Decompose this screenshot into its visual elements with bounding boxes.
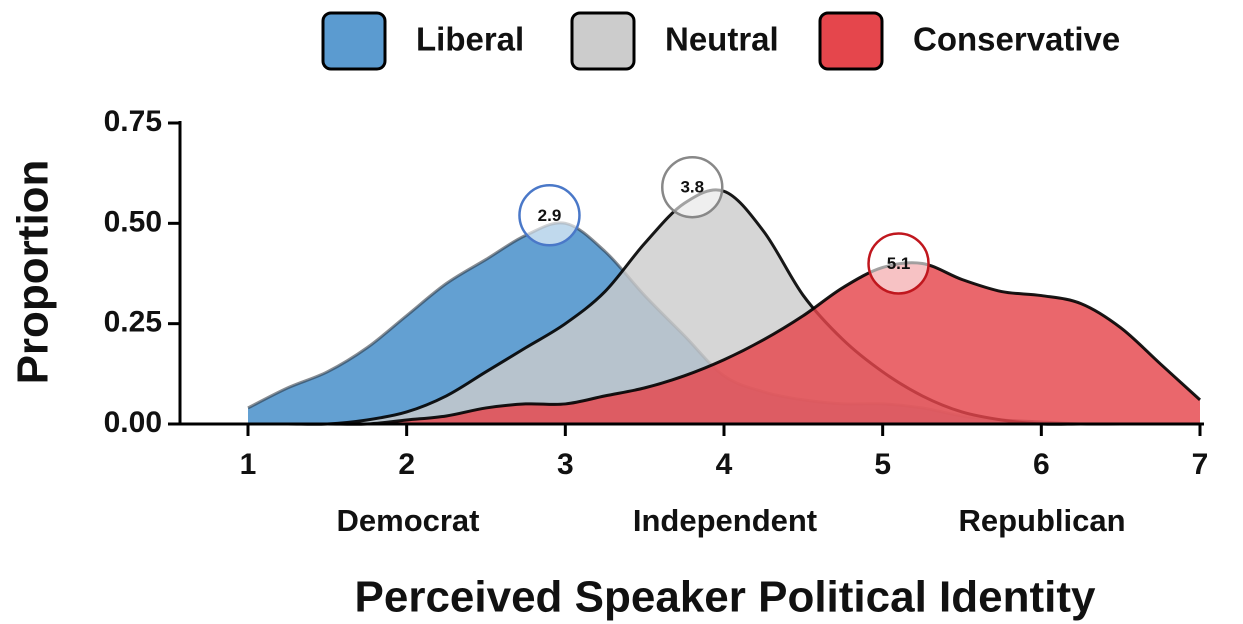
x-tick-label: 3 [557,448,574,481]
density-line [248,261,1202,426]
y-axis-label: Proportion [9,160,58,385]
x-axis-label: Perceived Speaker Political Identity [355,573,1097,622]
x-tick-label: 6 [1033,448,1050,481]
x-tick-label: 7 [1192,448,1209,481]
legend-label: Neutral [665,21,779,58]
x-group-label: Republican [958,503,1125,538]
mean-marker [867,232,930,295]
mean-label: 3.8 [680,178,704,197]
x-tick-label: 5 [874,448,891,481]
area-fill [248,189,1200,425]
mean-label: 5.1 [887,254,911,273]
mean-marker [661,155,724,219]
x-tick-label: 2 [398,448,415,481]
x-group-label: Independent [633,503,817,538]
area-fill [248,262,1200,425]
x-tick-label: 1 [240,448,257,481]
y-tick-label: 0.50 [104,205,162,238]
mean-label: 2.9 [538,206,562,225]
y-tick-label: 0.00 [104,406,162,439]
legend-swatch [321,11,387,71]
legend-label: Conservative [913,21,1120,58]
y-tick-label: 0.25 [104,306,162,339]
legend-swatch [818,11,884,71]
x-tick-label: 4 [716,448,733,481]
legend-swatch [570,11,636,71]
x-group-label: Democrat [337,503,480,538]
legend-label: Liberal [416,21,524,58]
y-tick-label: 0.75 [104,105,162,138]
mean-marker [518,184,581,247]
